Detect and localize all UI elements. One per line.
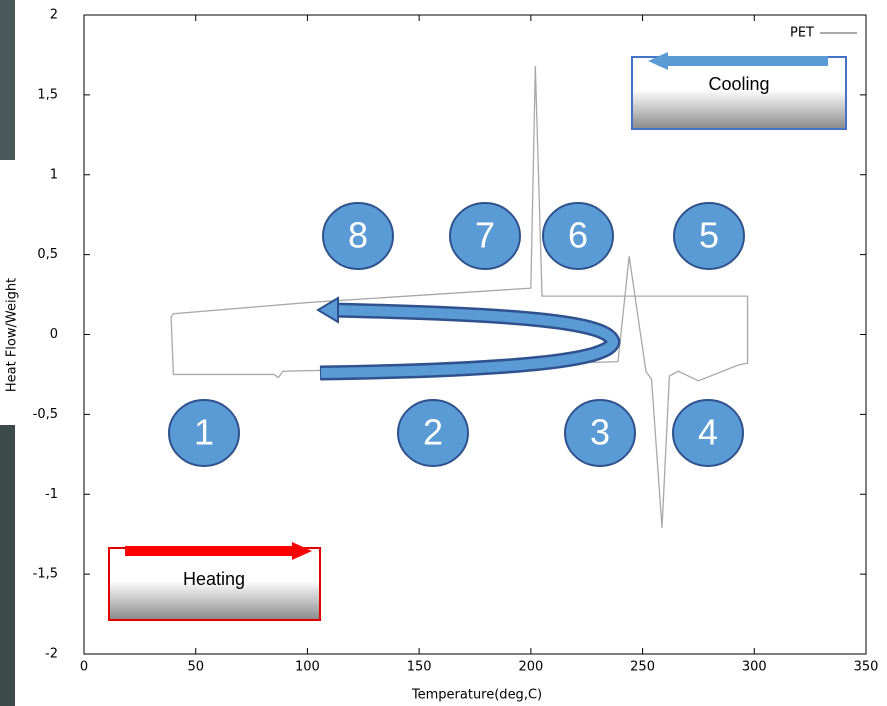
- y-axis-label: Heat Flow/Weight: [5, 278, 20, 392]
- x-tick-label: 150: [407, 660, 432, 675]
- cooling-label: Cooling: [708, 74, 769, 94]
- step-number: 7: [475, 215, 495, 256]
- x-axis-label: Temperature(deg,C): [411, 688, 542, 703]
- heating-arrow-body: [125, 546, 295, 556]
- curved-arrow-head: [316, 296, 339, 324]
- cooling-arrow-body: [665, 56, 828, 66]
- y-tick-label: 1,5: [37, 87, 58, 102]
- step-number: 1: [194, 412, 214, 453]
- step-bubble: [673, 202, 745, 270]
- step-number: 3: [590, 412, 610, 453]
- cooling-arrow-head: [648, 52, 668, 70]
- step-number: 4: [698, 412, 718, 453]
- y-tick-label: -1: [45, 487, 58, 502]
- heating-arrow-head: [292, 542, 312, 560]
- heating-label: Heating: [183, 569, 245, 589]
- y-tick-label: 0,5: [37, 247, 58, 262]
- step-bubble: [322, 202, 394, 270]
- step-bubble: [542, 202, 614, 270]
- legend-label: PET: [790, 26, 814, 41]
- step-number: 2: [423, 412, 443, 453]
- step-bubble: [564, 399, 636, 467]
- step-bubble: [672, 399, 744, 467]
- step-number: 5: [699, 215, 719, 256]
- x-tick-label: 100: [295, 660, 320, 675]
- x-tick-label: 200: [518, 660, 543, 675]
- step-number: 6: [568, 215, 588, 256]
- step-bubble: [449, 202, 521, 270]
- x-tick-label: 0: [80, 660, 88, 675]
- curved-arrow-body: [320, 305, 619, 378]
- x-tick-label: 300: [742, 660, 767, 675]
- y-tick-label: 2: [50, 8, 58, 23]
- x-tick-label: 350: [854, 660, 879, 675]
- background-strip: [0, 425, 15, 706]
- y-tick-label: -2: [45, 647, 58, 662]
- step-number: 8: [348, 215, 368, 256]
- x-tick-label: 250: [630, 660, 655, 675]
- y-tick-label: 1: [50, 167, 58, 182]
- step-bubble: [397, 399, 469, 467]
- y-tick-label: -0,5: [33, 407, 58, 422]
- y-tick-label: -1,5: [33, 567, 58, 582]
- y-tick-label: 0: [50, 327, 58, 342]
- step-bubble: [168, 399, 240, 467]
- heating-box: [108, 547, 321, 621]
- x-tick-label: 50: [187, 660, 204, 675]
- background-strip: [0, 0, 15, 160]
